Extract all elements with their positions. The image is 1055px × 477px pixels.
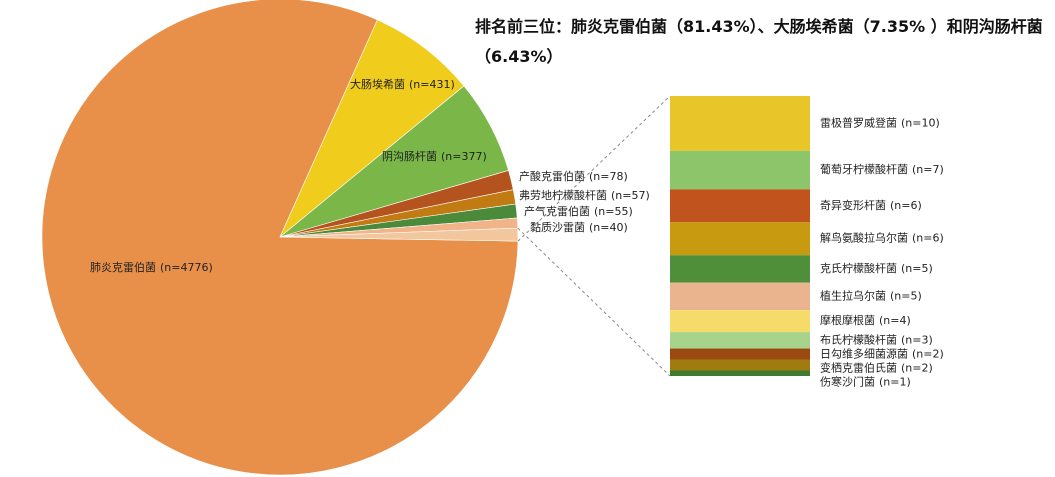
value-label: (n=3) (901, 333, 933, 346)
value-label: (n=2) (912, 347, 944, 360)
data-label: 伤寒沙门菌 (n=1) (820, 374, 911, 388)
data-label: 奇异变形杆菌 (n=6) (820, 198, 922, 212)
bar-segment (670, 370, 810, 376)
category-label: 黏质沙雷菌 (530, 220, 585, 234)
data-label: 大肠埃希菌 (n=431) (350, 77, 455, 91)
category-label: 解鸟氨酸拉乌尔菌 (820, 231, 908, 245)
category-label: 产酸克雷伯菌 (519, 169, 585, 183)
category-label: 克氏柠檬酸杆菌 (820, 261, 897, 275)
data-label: 阴沟肠杆菌 (n=377) (382, 149, 487, 163)
data-label: 解鸟氨酸拉乌尔菌 (n=6) (820, 231, 944, 245)
bar-segment (670, 189, 810, 223)
category-label: 伤寒沙门菌 (820, 374, 875, 388)
category-label: 布氏柠檬酸杆菌 (820, 332, 897, 346)
connector (517, 227, 671, 377)
value-label: (n=7) (912, 163, 944, 176)
category-label: 产气克雷伯菌 (524, 204, 590, 218)
value-label: (n=377) (441, 150, 487, 163)
bar-segment (670, 359, 810, 371)
data-label: 产气克雷伯菌 (n=55) (524, 204, 633, 218)
value-label: (n=40) (589, 221, 628, 234)
value-label: (n=431) (409, 78, 455, 91)
value-label: (n=55) (594, 205, 633, 218)
value-label: (n=5) (890, 289, 922, 302)
data-label: 摩根摩根菌 (n=4) (820, 313, 911, 327)
data-label: 雷极普罗威登菌 (n=10) (820, 115, 940, 129)
data-label: 黏质沙雷菌 (n=40) (530, 220, 628, 234)
connector (517, 95, 671, 242)
category-label: 奇异变形杆菌 (820, 198, 886, 212)
data-label: 变栖克雷伯氏菌 (n=2) (820, 360, 933, 374)
data-label: 弗劳地柠檬酸杆菌 (n=57) (519, 188, 650, 202)
category-label: 日勾维多细菌源菌 (820, 346, 908, 360)
data-label: 布氏柠檬酸杆菌 (n=3) (820, 332, 933, 346)
category-label: 肺炎克雷伯菌 (90, 260, 156, 274)
category-label: 弗劳地柠檬酸杆菌 (519, 188, 607, 202)
bar-segment (670, 222, 810, 256)
data-label: 克氏柠檬酸杆菌 (n=5) (820, 261, 933, 275)
data-label: 植生拉乌尔菌 (n=5) (820, 288, 922, 302)
data-label: 日勾维多细菌源菌 (n=2) (820, 346, 944, 360)
bar-segment (670, 150, 810, 190)
value-label: (n=10) (901, 116, 940, 129)
bar-segment (670, 348, 810, 360)
value-label: (n=4) (879, 314, 911, 327)
category-label: 变栖克雷伯氏菌 (820, 360, 897, 374)
data-label: 产酸克雷伯菌 (n=78) (519, 169, 628, 183)
category-label: 大肠埃希菌 (350, 77, 405, 91)
bar-segment (670, 96, 810, 151)
category-label: 葡萄牙柠檬酸杆菌 (820, 162, 908, 176)
data-label: 肺炎克雷伯菌 (n=4776) (90, 260, 213, 274)
category-label: 植生拉乌尔菌 (820, 288, 886, 302)
value-label: (n=4776) (160, 261, 213, 274)
bar-segment (670, 255, 810, 283)
chart-title: 排名前三位：肺炎克雷伯菌（81.43%）、大肠埃希菌（7.35% ）和阴沟肠杆菌… (475, 17, 1043, 66)
bar-segment (670, 332, 810, 349)
pie-slice (279, 19, 465, 238)
bar-segment (670, 310, 810, 333)
value-label: (n=1) (879, 375, 911, 388)
category-label: 摩根摩根菌 (820, 313, 875, 327)
value-label: (n=78) (589, 170, 628, 183)
data-label: 葡萄牙柠檬酸杆菌 (n=7) (820, 162, 944, 176)
value-label: (n=57) (611, 189, 650, 202)
value-label: (n=5) (901, 262, 933, 275)
value-label: (n=6) (912, 232, 944, 245)
category-label: 雷极普罗威登菌 (820, 115, 897, 129)
value-label: (n=2) (901, 361, 933, 374)
value-label: (n=6) (890, 199, 922, 212)
pie-slice (41, 0, 519, 476)
category-label: 阴沟肠杆菌 (382, 149, 437, 163)
bar-segment (670, 282, 810, 311)
